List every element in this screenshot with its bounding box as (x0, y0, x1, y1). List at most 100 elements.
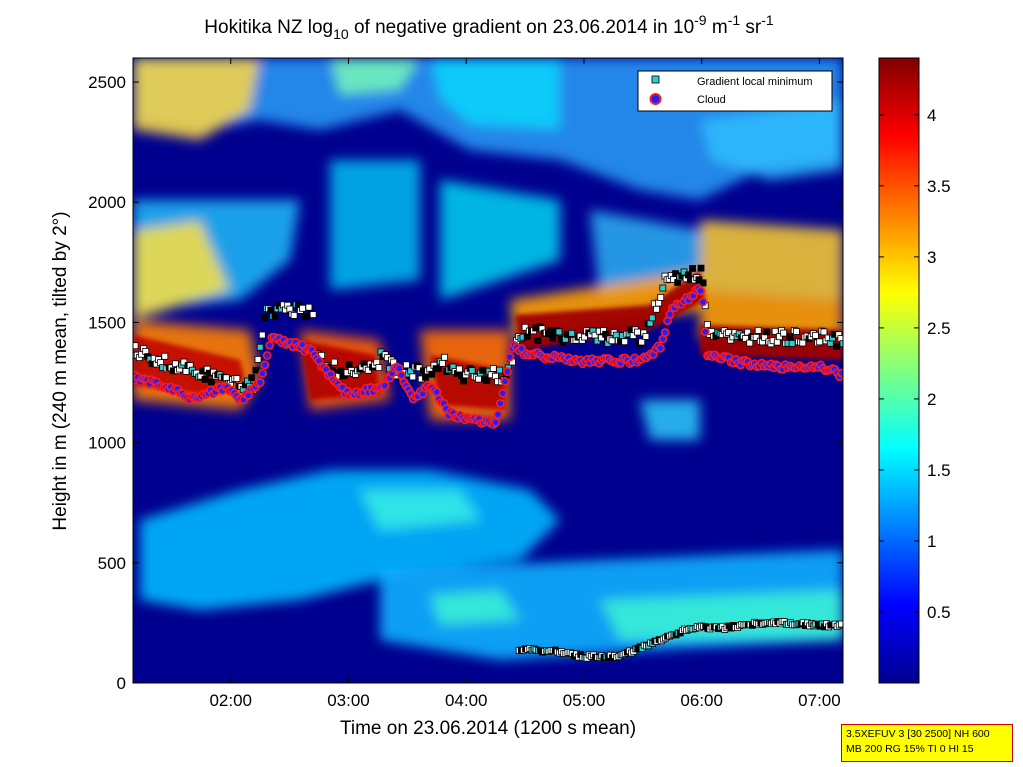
legend-circle-marker (649, 93, 662, 105)
gradient-minimum-marker (455, 365, 463, 373)
gradient-minimum-marker (133, 342, 139, 350)
gradient-minimum-marker (248, 374, 256, 382)
gradient-minimum-marker (697, 264, 705, 272)
gradient-minimum-marker (602, 330, 610, 338)
gradient-minimum-marker (299, 304, 306, 312)
cloud-marker (660, 328, 670, 337)
gradient-minimum-marker (483, 377, 491, 385)
gradient-minimum-marker (409, 373, 417, 381)
gradient-minimum-marker (612, 331, 620, 339)
gradient-minimum-marker (434, 365, 442, 373)
y-tick-label: 0 (117, 674, 126, 693)
gradient-minimum-marker (703, 321, 711, 328)
cloud-marker (505, 352, 515, 362)
cloud-marker (255, 378, 265, 387)
gradient-minimum-marker (305, 303, 313, 311)
legend-entry-cloud: Cloud (697, 94, 726, 106)
gradient-minimum-marker (375, 364, 383, 372)
gradient-minimum-marker (161, 352, 169, 360)
gradient-minimum-marker (222, 374, 230, 382)
gradient-minimum-marker (309, 311, 317, 318)
gradient-minimum-marker (780, 329, 788, 337)
gradient-minimum-marker (441, 353, 448, 361)
gradient-minimum-marker (261, 314, 268, 321)
legend-square-marker (651, 75, 660, 84)
cloud-marker (500, 376, 510, 386)
cloud-layer (133, 270, 843, 410)
gradient-minimum-marker (290, 312, 298, 319)
colorbar-tick-label: 3 (927, 248, 936, 267)
colorbar-tick-label: 2 (927, 390, 936, 409)
cloud-marker (837, 368, 843, 378)
gradient-minimum-marker (271, 313, 279, 320)
cloud-marker (656, 343, 665, 353)
gradient-minimum-marker (634, 328, 641, 336)
gradient-minimum-marker (555, 328, 563, 336)
gradient-minimum-marker (403, 361, 410, 369)
cloud-marker (491, 417, 501, 427)
gradient-minimum-marker (689, 265, 696, 272)
x-axis: 02:00 03:00 04:00 05:00 06:00 07:00 (209, 58, 841, 710)
gradient-minimum-marker (655, 299, 663, 307)
cloud-marker (493, 410, 503, 419)
colorbar-tick-label: 0.5 (927, 603, 951, 622)
info-line-2: MB 200 RG 15% TI 0 HI 15 (846, 743, 974, 755)
y-axis-label: Height in m (240 m mean, tilted by 2°) (50, 211, 71, 530)
gradient-minimum-marker (330, 358, 338, 366)
x-tick-label: 07:00 (798, 691, 841, 710)
gradient-minimum-marker (763, 328, 771, 336)
plot-frame (132, 57, 844, 684)
gradient-minimum-marker (754, 326, 762, 334)
cloud-marker (260, 360, 270, 370)
gradient-minimum-marker (799, 339, 807, 347)
gradient-minimum-marker (422, 373, 429, 381)
info-box: 3.5XEFUV 3 [30 2500] NH 600 MB 200 RG 15… (841, 724, 1013, 762)
cloud-marker (258, 368, 267, 378)
colorbar-tick-label: 1 (927, 532, 936, 551)
y-tick-label: 2500 (88, 73, 126, 92)
gradient-minimum-marker (816, 338, 824, 346)
y-tick-label: 2000 (88, 193, 126, 212)
cloud-marker (700, 327, 710, 337)
gradient-minimum-marker (534, 337, 542, 344)
gradient-minimum-marker (648, 314, 656, 322)
colorbar-tick-label: 4 (927, 106, 936, 125)
gradient-minimum-marker (621, 338, 629, 346)
cloud-marker (262, 351, 272, 360)
gradient-minimum-marker (659, 284, 667, 292)
colorbar (878, 57, 920, 684)
gradient-minimum-marker (258, 331, 266, 339)
gradient-minimum-marker (182, 368, 190, 375)
gradient-minimum-marker (837, 620, 843, 628)
gradient-minimum-marker (439, 359, 446, 367)
gradient-minimum-marker (345, 361, 353, 369)
gradient-minimum-marker (256, 343, 264, 351)
x-axis-label: Time on 23.06.2014 (1200 s mean) (340, 718, 636, 739)
gradient-minimum-marker (489, 365, 497, 372)
y-tick-label: 1000 (88, 434, 126, 453)
gradient-minimum-marker (820, 328, 828, 336)
gradient-minimum-marker (833, 342, 841, 350)
gradient-minimum-marker (608, 337, 616, 345)
gradient-minimum-marker (839, 340, 843, 348)
gradient-minimum-marker (475, 375, 482, 383)
gradient-minimum-marker (792, 328, 800, 335)
info-line-1: 3.5XEFUV 3 [30 2500] NH 600 (846, 728, 990, 740)
gradient-minimum-marker (568, 329, 576, 337)
y-tick-label: 500 (98, 554, 126, 573)
x-tick-label: 06:00 (680, 691, 723, 710)
gradient-minimum-marker (638, 338, 646, 346)
gradient-minimum-marker (786, 333, 794, 340)
colorbar-tick-label: 2.5 (927, 319, 951, 338)
gradient-minimum-marker (468, 367, 476, 374)
cloud-marker (495, 398, 505, 408)
x-tick-label: 02:00 (209, 691, 252, 710)
gradient-minimum-marker (657, 294, 665, 301)
gradient-minimum-marker (254, 356, 262, 363)
colorbar-tick-label: 1.5 (927, 461, 951, 480)
cloud-marker (380, 381, 390, 390)
gradient-minimum-marker (752, 333, 760, 341)
colorbar-axis: 0.5 1 1.5 2 2.5 3 3.5 4 (879, 106, 951, 622)
gradient-minimum-marker (208, 378, 215, 386)
chart-title: Hokitika NZ log10 of negative gradient o… (204, 12, 774, 42)
